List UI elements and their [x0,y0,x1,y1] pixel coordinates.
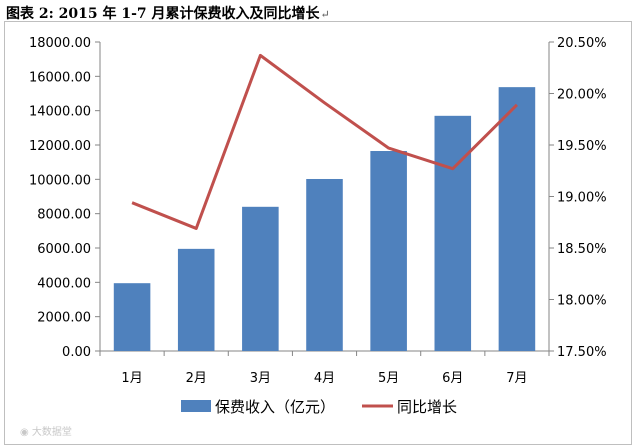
legend-line-label: 同比增长 [397,398,457,416]
bar [370,151,407,351]
left-tick-label: 0.00 [62,345,91,360]
chart-legend: 保费收入（亿元） 同比增长 [181,398,457,416]
left-tick-label: 18000.00 [29,36,91,51]
legend-bar-swatch [181,400,211,412]
right-tick-label: 20.00% [557,88,607,103]
x-tick-label: 7月 [506,371,527,386]
right-tick-label: 18.00% [557,294,607,309]
weibo-icon: ◉ [20,427,32,438]
x-tick-label: 4月 [314,371,335,386]
left-tick-label: 8000.00 [37,208,91,223]
bar [306,178,343,351]
bar [177,248,215,351]
legend-bar-label: 保费收入（亿元） [215,398,335,416]
x-tick-label: 5月 [378,371,399,386]
right-tick-label: 17.50% [557,345,607,360]
x-tick-label: 2月 [186,371,207,386]
left-tick-label: 2000.00 [37,311,91,326]
right-tick-label: 20.50% [557,36,607,51]
right-tick-label: 19.50% [557,139,607,154]
x-tick-label: 6月 [442,371,463,386]
left-tick-label: 10000.00 [29,173,91,188]
left-tick-label: 14000.00 [29,105,91,120]
x-tick-label: 1月 [121,371,142,386]
tick-labels: 0.00 2000.00 4000.00 6000.00 8000.00 10000.00… [29,36,607,386]
bar [434,115,472,351]
left-tick-label: 4000.00 [37,276,91,291]
left-tick-label: 6000.00 [37,242,91,257]
right-tick-label: 18.50% [557,242,607,257]
left-tick-label: 16000.00 [29,70,91,85]
left-tick-label: 12000.00 [29,139,91,154]
bar [113,283,151,351]
line-series [131,53,518,230]
bar [242,206,279,351]
bar-series [113,87,536,352]
figure-title: 图表 2: 2015 年 1-7 月累计保费收入及同比增长↵ [6,6,330,22]
chart-frame [4,21,632,445]
bar [498,87,536,352]
right-tick-label: 19.00% [557,191,607,206]
x-tick-label: 3月 [250,371,271,386]
paragraph-mark-icon: ↵ [320,8,330,21]
watermark-text: ◉ 大数据堂 [20,427,72,438]
